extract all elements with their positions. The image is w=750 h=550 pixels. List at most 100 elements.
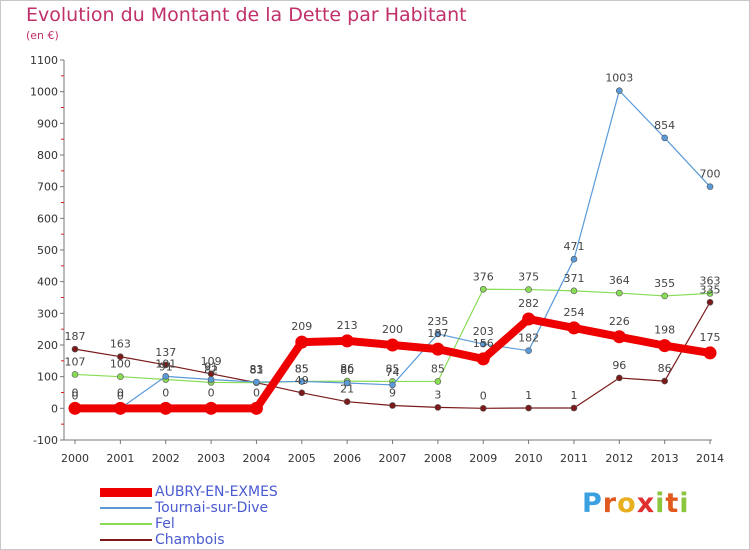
proxiti-logo: Proxiti	[582, 488, 690, 519]
y-tick-label: 0	[51, 402, 58, 415]
data-label: 49	[295, 374, 309, 387]
data-label: 156	[473, 337, 494, 350]
data-label: 182	[518, 332, 539, 345]
data-label: 203	[473, 325, 494, 338]
data-label: 91	[159, 361, 173, 374]
data-label: 91	[204, 361, 218, 374]
data-point	[434, 330, 442, 338]
legend-swatch	[100, 507, 152, 509]
data-point	[616, 289, 623, 297]
y-tick-label: 700	[37, 181, 58, 194]
data-point	[295, 335, 309, 349]
x-tick-label: 2004	[242, 452, 270, 465]
data-point	[661, 377, 668, 385]
y-tick-label: 300	[37, 307, 58, 320]
data-label: 85	[386, 362, 400, 375]
data-label: 235	[427, 315, 448, 328]
data-label: 86	[340, 362, 354, 375]
y-tick-label: 200	[37, 339, 58, 352]
data-label: 83	[249, 363, 263, 376]
logo-letter: o	[617, 488, 637, 519]
logo-letter: x	[636, 488, 656, 519]
legend-label: AUBRY-EN-EXMES	[155, 484, 278, 500]
legend-label: Fel	[155, 516, 175, 532]
data-point	[389, 402, 396, 409]
data-point	[476, 352, 490, 366]
data-point	[570, 287, 578, 295]
data-label: 0	[208, 386, 215, 399]
data-point	[612, 330, 626, 344]
data-label: 1	[525, 389, 532, 402]
data-label: 82	[204, 363, 218, 376]
data-label: 96	[612, 359, 626, 372]
data-point	[522, 312, 536, 326]
legend-swatch	[100, 523, 152, 525]
x-tick-label: 2014	[696, 452, 724, 465]
data-label: 0	[72, 389, 79, 402]
x-tick-label: 2006	[333, 452, 361, 465]
data-label: 700	[700, 168, 721, 181]
data-point	[479, 405, 487, 412]
data-point	[431, 342, 445, 356]
data-label: 355	[654, 277, 675, 290]
y-tick-label: 900	[37, 117, 58, 130]
data-label: 254	[563, 306, 584, 319]
data-point	[570, 255, 578, 263]
chart-title: Evolution du Montant de la Dette par Hab…	[26, 4, 467, 26]
legend-label: Chambois	[155, 532, 225, 548]
data-point	[706, 290, 714, 297]
data-point	[71, 371, 79, 378]
y-tick-label: 800	[37, 149, 58, 162]
data-label: 198	[654, 324, 675, 337]
x-tick-label: 2010	[515, 452, 543, 465]
data-label: 175	[700, 331, 721, 344]
data-point	[434, 378, 442, 385]
data-point	[113, 401, 127, 415]
data-point	[706, 183, 714, 190]
x-tick-label: 2011	[560, 452, 588, 465]
data-label: 85	[431, 362, 445, 375]
data-point	[298, 389, 306, 397]
data-point	[661, 134, 668, 142]
data-point	[207, 376, 215, 383]
data-point	[661, 292, 668, 300]
y-tick-label: 500	[37, 244, 58, 257]
data-label: 200	[382, 323, 403, 336]
data-label: 81	[249, 364, 263, 377]
data-label: 335	[700, 283, 721, 296]
data-label: 363	[700, 274, 721, 287]
data-point	[343, 379, 351, 387]
data-label: 854	[654, 119, 675, 132]
data-label: 0	[72, 386, 79, 399]
data-label: 0	[480, 389, 487, 402]
data-label: 1003	[605, 72, 633, 85]
data-point	[703, 346, 717, 360]
data-point	[343, 398, 351, 405]
x-tick-label: 2013	[651, 452, 679, 465]
data-label: 282	[518, 297, 539, 310]
data-label: 471	[563, 240, 584, 253]
data-label: 85	[295, 362, 309, 375]
x-tick-label: 2007	[379, 452, 407, 465]
data-label: 0	[253, 386, 260, 399]
data-label: 371	[563, 272, 584, 285]
x-tick-label: 2008	[424, 452, 452, 465]
data-point	[525, 404, 532, 412]
data-label: 86	[658, 362, 672, 375]
data-point	[525, 347, 532, 355]
data-label: 187	[65, 330, 86, 343]
data-point	[479, 340, 487, 348]
data-point	[71, 345, 79, 353]
data-point	[340, 334, 354, 348]
data-label: 187	[427, 327, 448, 340]
legend-label: Tournai-sur-Dive	[155, 500, 269, 516]
data-label: 209	[291, 320, 312, 333]
x-tick-label: 2002	[152, 452, 180, 465]
data-label: 80	[340, 364, 354, 377]
data-point	[567, 321, 581, 335]
data-point	[117, 353, 124, 361]
data-label: 0	[117, 386, 124, 399]
data-point	[616, 87, 623, 95]
chart-unit: (en €)	[26, 29, 59, 42]
